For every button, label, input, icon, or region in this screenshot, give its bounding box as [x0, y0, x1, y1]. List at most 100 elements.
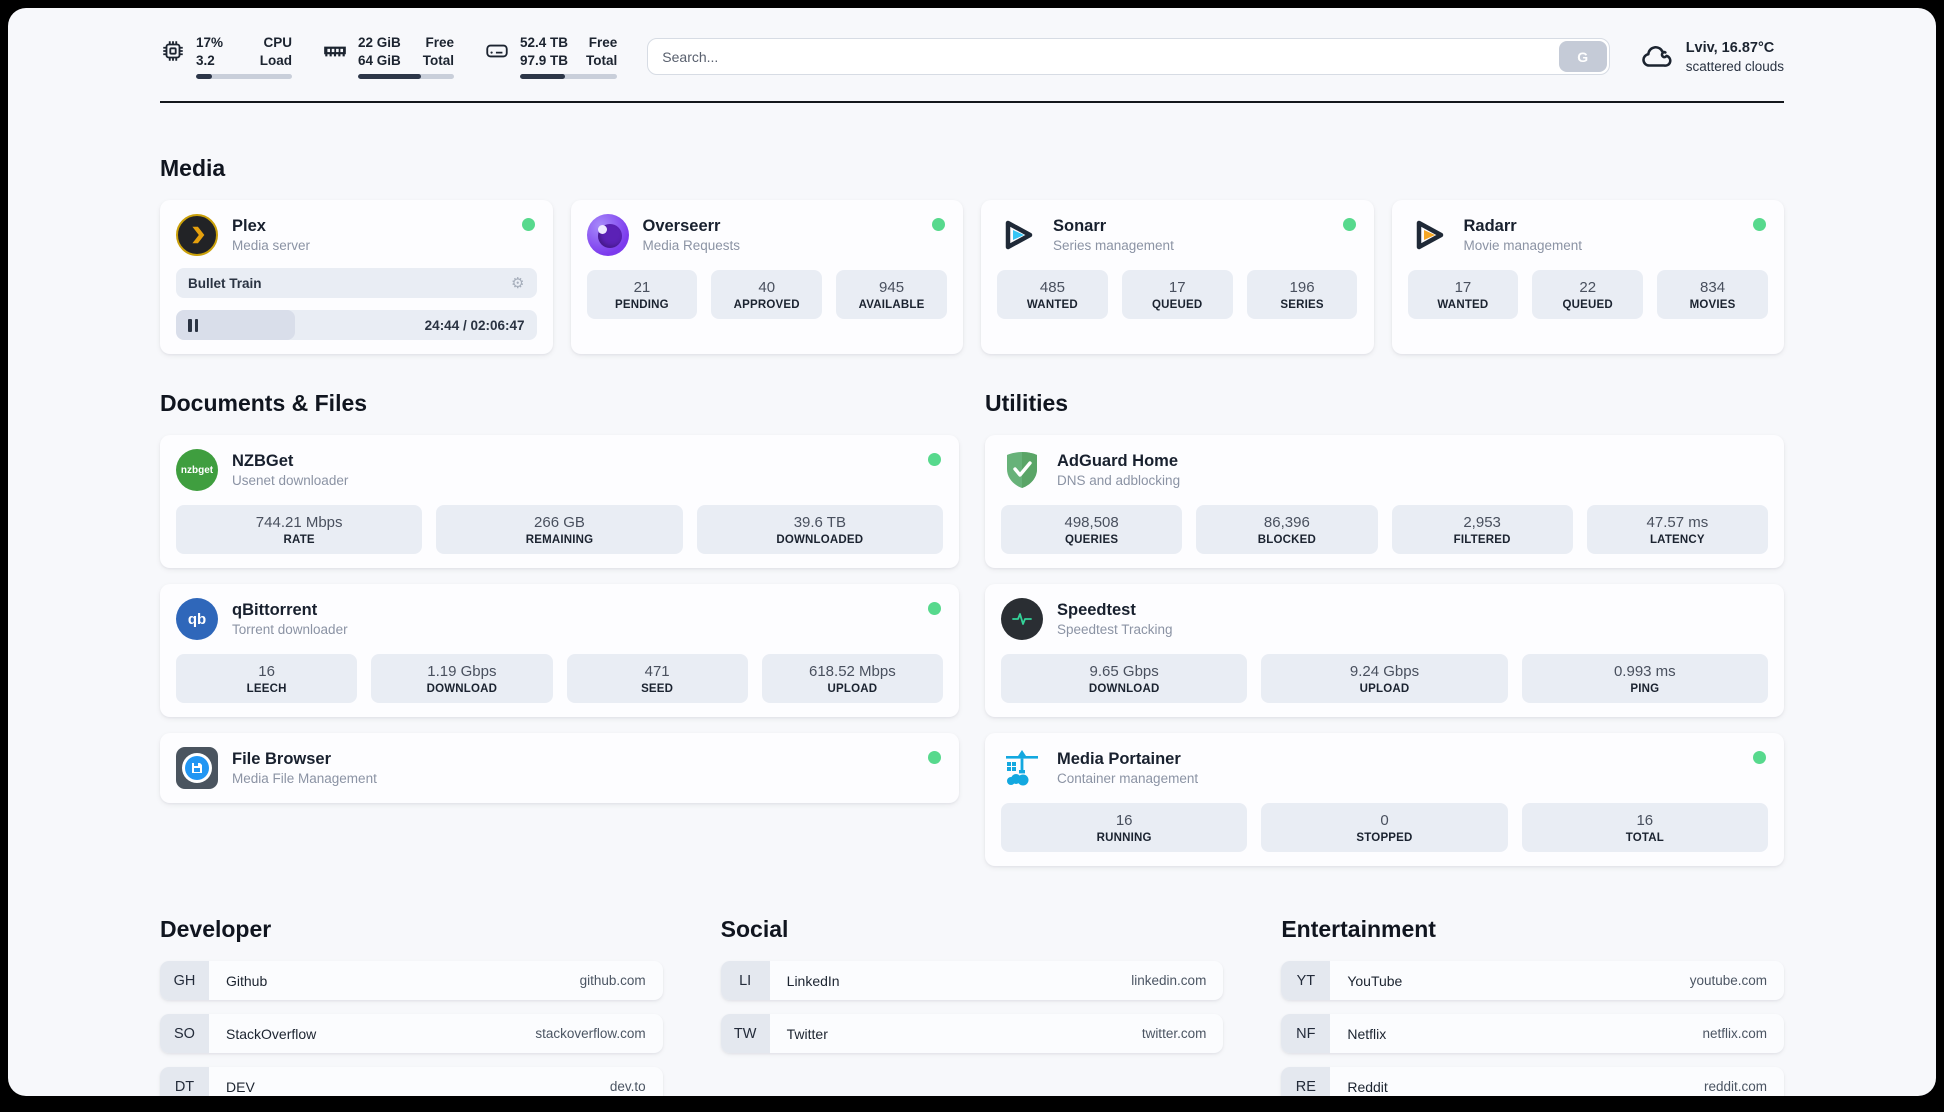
stat-upload: 9.24 Gbps UPLOAD — [1261, 654, 1508, 704]
header-divider — [160, 101, 1784, 104]
app-description: Speedtest Tracking — [1057, 622, 1173, 638]
ram-icon — [324, 46, 346, 57]
search-engine-button[interactable]: G — [1558, 41, 1607, 73]
disk-metric: 52.4 TB 97.9 TB Free Total — [484, 34, 618, 80]
cpu-metric: 17% 3.2 CPU Load — [160, 34, 292, 80]
app-description: Torrent downloader — [232, 622, 348, 638]
qbittorrent-icon: qb — [176, 598, 218, 641]
app-description: Usenet downloader — [232, 473, 349, 489]
stat-available: 945 AVAILABLE — [836, 270, 947, 320]
app-card-adguard[interactable]: AdGuard Home DNS and adblocking 498,508 Q… — [985, 435, 1784, 569]
search-input[interactable] — [647, 38, 1610, 76]
disk-total-value: 97.9 TB — [520, 52, 569, 68]
app-card-portainer[interactable]: Media Portainer Container management 16 R… — [985, 733, 1784, 867]
link-abbr-badge: SO — [160, 1014, 209, 1054]
link-stackoverflow[interactable]: SO StackOverflow stackoverflow.com — [160, 1014, 663, 1054]
link-linkedin[interactable]: LI LinkedIn linkedin.com — [720, 961, 1224, 1001]
link-abbr-badge: DT — [160, 1067, 209, 1096]
link-url: reddit.com — [1703, 1079, 1767, 1095]
stat-series: 196 SERIES — [1246, 270, 1358, 320]
app-description: Movie management — [1463, 238, 1583, 254]
links-grid: Developer GH Github github.com SO StackO… — [160, 916, 1784, 1096]
link-name: StackOverflow — [226, 1025, 317, 1042]
app-description: DNS and adblocking — [1057, 473, 1181, 489]
app-card-overseerr[interactable]: Overseerr Media Requests 21 PENDING 40 APP… — [570, 200, 963, 355]
link-abbr-badge: LI — [720, 961, 770, 1001]
link-name: LinkedIn — [786, 972, 840, 989]
link-url: dev.to — [609, 1079, 646, 1095]
app-description: Media Requests — [642, 238, 741, 254]
stat-remaining: 266 GB REMAINING — [436, 505, 683, 555]
playback-progress-bar[interactable]: 24:44 / 02:06:47 — [176, 310, 537, 341]
link-name: Netflix — [1347, 1025, 1387, 1042]
overseerr-icon — [586, 214, 629, 257]
stat-download: 9.65 Gbps DOWNLOAD — [1001, 654, 1248, 704]
search-bar: G — [647, 38, 1610, 76]
status-dot — [1342, 218, 1356, 232]
cpu-load-value: 3.2 — [196, 52, 215, 68]
app-name: Overseerr — [642, 217, 721, 236]
link-name: Github — [226, 972, 268, 989]
app-card-nzbget[interactable]: nzbget NZBGet Usenet downloader 744.21 M… — [160, 435, 959, 569]
stat-filtered: 2,953 FILTERED — [1391, 505, 1573, 555]
link-dev[interactable]: DT DEV dev.to — [160, 1067, 663, 1096]
links-social: Social LI LinkedIn linkedin.com TW Twitt… — [720, 916, 1224, 1067]
now-playing-title: Bullet Train — [188, 275, 262, 291]
app-name: AdGuard Home — [1057, 452, 1179, 471]
weather-location: Lviv, 16.87°C — [1685, 40, 1775, 57]
app-name: Sonarr — [1053, 217, 1107, 236]
stat-upload: 618.52 Mbps UPLOAD — [761, 654, 943, 704]
stat-total: 16 TOTAL — [1521, 803, 1768, 853]
link-url: youtube.com — [1689, 973, 1767, 989]
link-reddit[interactable]: RE Reddit reddit.com — [1281, 1067, 1784, 1096]
gear-icon[interactable]: ⚙ — [511, 274, 525, 293]
link-netflix[interactable]: NF Netflix netflix.com — [1281, 1014, 1784, 1054]
pause-icon[interactable] — [188, 318, 198, 332]
app-card-speedtest[interactable]: Speedtest Speedtest Tracking 9.65 Gbps DO… — [985, 584, 1784, 718]
portainer-icon — [1006, 750, 1038, 786]
stat-downloaded: 39.6 TB DOWNLOADED — [696, 505, 943, 555]
app-card-qbittorrent[interactable]: qb qBittorrent Torrent downloader 16 LEEC… — [160, 584, 959, 718]
ram-progress-bar — [358, 74, 454, 80]
disk-progress-bar — [520, 74, 618, 80]
app-card-filebrowser[interactable]: File Browser Media File Management — [160, 733, 959, 804]
disk-free-value: 52.4 TB — [520, 35, 569, 50]
link-youtube[interactable]: YT YouTube youtube.com — [1281, 961, 1784, 1001]
status-dot — [928, 602, 941, 616]
status-dot — [928, 751, 941, 765]
cpu-icon — [163, 41, 183, 61]
filebrowser-icon — [176, 747, 218, 790]
stat-leech: 16 LEECH — [176, 654, 358, 704]
app-description: Media File Management — [232, 771, 377, 787]
status-dot — [932, 218, 945, 232]
status-dot — [1753, 751, 1766, 765]
link-twitter[interactable]: TW Twitter twitter.com — [720, 1014, 1224, 1054]
app-card-sonarr[interactable]: Sonarr Series management 485 WANTED 17 QUE… — [981, 200, 1374, 355]
link-abbr-badge: YT — [1281, 961, 1331, 1001]
link-url: stackoverflow.com — [535, 1026, 646, 1042]
nzbget-icon: nzbget — [176, 449, 218, 492]
status-dot — [928, 453, 941, 467]
weather-widget[interactable]: Lviv, 16.87°C scattered clouds — [1640, 39, 1784, 74]
stat-rate: 744.21 Mbps RATE — [176, 505, 423, 555]
app-card-plex[interactable]: Plex Media server Bullet Train ⚙ 24:44 /… — [160, 200, 553, 355]
now-playing-row: Bullet Train ⚙ — [176, 268, 537, 299]
link-url: linkedin.com — [1131, 973, 1207, 989]
app-card-radarr[interactable]: Radarr Movie management 17 WANTED 22 QUEUE… — [1391, 200, 1784, 355]
app-name: Media Portainer — [1057, 750, 1181, 769]
ram-free-value: 22 GiB — [358, 35, 401, 50]
link-github[interactable]: GH Github github.com — [160, 961, 663, 1001]
stat-approved: 40 APPROVED — [711, 270, 823, 320]
app-name: Speedtest — [1057, 601, 1136, 620]
app-name: qBittorrent — [232, 601, 318, 620]
stat-ping: 0.993 ms PING — [1521, 654, 1768, 704]
documents-column: Documents & Files nzbget NZBGet Usenet d… — [160, 390, 959, 866]
stat-queued: 17 QUEUED — [1121, 270, 1233, 320]
links-entertainment: Entertainment YT YouTube youtube.com NF … — [1281, 916, 1784, 1096]
sonarr-icon — [1005, 220, 1033, 250]
ram-metric: 22 GiB 64 GiB Free Total — [322, 34, 454, 80]
stat-wanted: 485 WANTED — [997, 270, 1108, 320]
link-name: DEV — [226, 1078, 255, 1095]
link-name: Reddit — [1347, 1078, 1388, 1095]
stat-movies: 834 MOVIES — [1657, 270, 1768, 320]
